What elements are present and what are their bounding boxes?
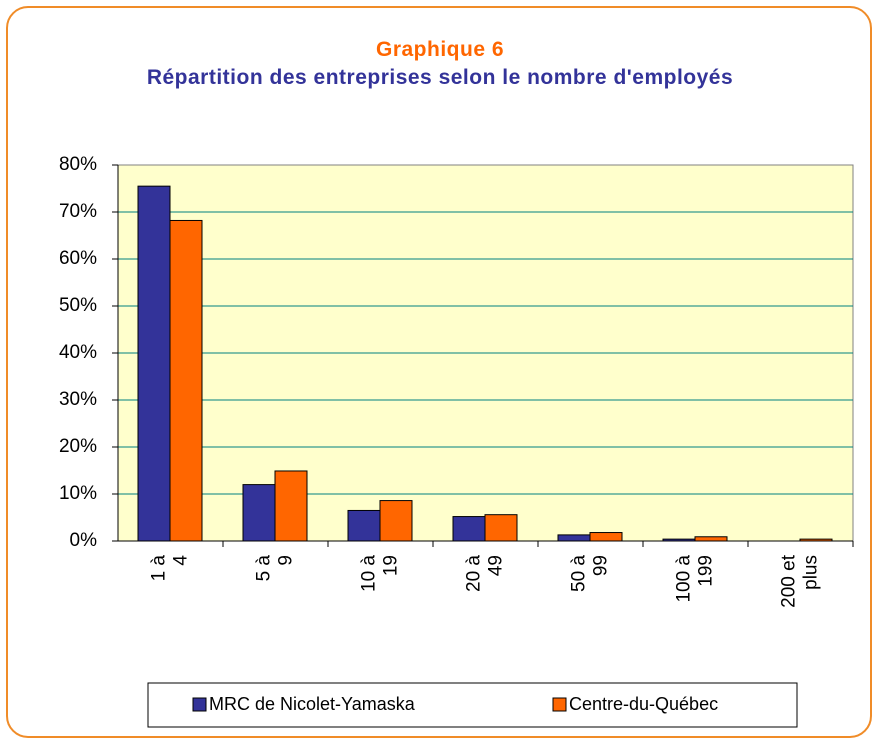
y-tick-label: 80% xyxy=(59,154,97,175)
y-tick-label: 60% xyxy=(59,248,97,269)
x-tick-label-line: 4 xyxy=(171,555,192,566)
legend-swatch xyxy=(192,697,207,712)
x-tick-label: 20 à49 xyxy=(464,555,507,592)
x-tick-label-line: 5 à xyxy=(254,555,275,582)
bar xyxy=(137,185,171,542)
x-tick-label-line: 49 xyxy=(486,555,507,576)
legend-label: MRC de Nicolet-Yamaska xyxy=(209,694,416,714)
x-tick-label-line: 100 à xyxy=(674,555,695,603)
bar xyxy=(452,516,486,542)
chart-subtitle: Répartition des entreprises selon le nom… xyxy=(146,66,734,89)
y-tick-label: 70% xyxy=(59,201,97,222)
bar xyxy=(694,536,728,542)
x-tick-label-line: 200 et xyxy=(779,554,800,608)
y-tick-label: 50% xyxy=(59,295,97,316)
x-tick-label-line: plus xyxy=(801,555,822,590)
bar xyxy=(274,470,308,542)
bar xyxy=(484,514,518,542)
chart-title: Graphique 6 xyxy=(375,38,505,61)
bar xyxy=(242,484,276,542)
bar xyxy=(557,534,591,542)
y-tick-label: 40% xyxy=(59,342,97,363)
bar xyxy=(347,509,381,542)
x-tick-label-line: 50 à xyxy=(569,555,590,592)
x-tick-label-line: 99 xyxy=(591,555,612,576)
legend-box xyxy=(147,682,798,728)
x-tick-label-line: 20 à xyxy=(464,555,485,592)
y-tick-label: 0% xyxy=(70,530,98,551)
x-tick-label: 5 à9 xyxy=(254,555,297,582)
x-tick-label-line: 10 à xyxy=(359,555,380,592)
x-tick-label: 100 à199 xyxy=(674,555,717,603)
legend-label: Centre-du-Québec xyxy=(569,694,718,714)
bar xyxy=(662,538,696,542)
frame xyxy=(6,6,872,738)
x-tick-label-line: 19 xyxy=(381,555,402,576)
y-tick-label: 10% xyxy=(59,483,97,504)
legend-swatch xyxy=(552,697,567,712)
bar xyxy=(169,219,203,542)
x-tick-label: 200 etplus xyxy=(779,554,822,608)
x-tick-label-line: 199 xyxy=(696,555,717,587)
x-tick-label: 10 à19 xyxy=(359,555,402,592)
y-tick-label: 30% xyxy=(59,389,97,410)
bar xyxy=(589,532,623,542)
titles: Graphique 6 Répartition des entreprises … xyxy=(140,36,740,92)
bar xyxy=(799,538,833,542)
x-tick-label: 50 à99 xyxy=(569,555,612,592)
x-tick-label: 1 à4 xyxy=(149,555,192,582)
y-tick-label: 20% xyxy=(59,436,97,457)
bar xyxy=(379,500,413,542)
x-tick-label-line: 1 à xyxy=(149,555,170,582)
x-tick-label-line: 9 xyxy=(276,555,297,566)
